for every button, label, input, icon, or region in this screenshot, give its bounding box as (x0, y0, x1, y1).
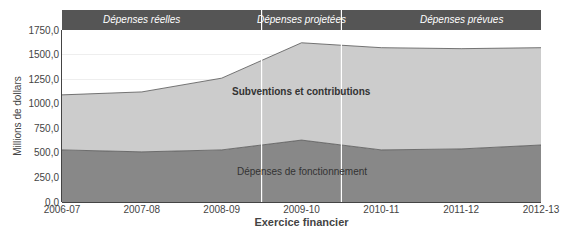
svg-text:Dépenses prévues: Dépenses prévues (420, 14, 503, 25)
svg-text:1500,0: 1500,0 (28, 49, 59, 60)
svg-text:Exercice financier: Exercice financier (254, 216, 349, 228)
svg-text:2010-11: 2010-11 (363, 204, 399, 215)
svg-text:2011-12: 2011-12 (443, 204, 479, 215)
svg-text:Dépenses projetées: Dépenses projetées (257, 14, 346, 25)
svg-text:0,0: 0,0 (45, 197, 59, 208)
svg-text:2007-08: 2007-08 (123, 204, 160, 215)
svg-text:Subventions et contributions: Subventions et contributions (232, 86, 371, 97)
svg-text:250,0: 250,0 (34, 172, 59, 183)
svg-text:Dépenses de fonctionnement: Dépenses de fonctionnement (237, 166, 367, 177)
svg-text:2008-09: 2008-09 (203, 204, 240, 215)
svg-text:2006-07: 2006-07 (44, 204, 81, 215)
svg-text:500,0: 500,0 (34, 147, 59, 158)
svg-text:1750,0: 1750,0 (28, 25, 59, 36)
svg-text:2012-13: 2012-13 (523, 204, 560, 215)
svg-text:1000,0: 1000,0 (28, 98, 59, 109)
svg-text:2009-10: 2009-10 (283, 204, 320, 215)
svg-text:Millions de dollars: Millions de dollars (12, 76, 23, 155)
svg-text:750,0: 750,0 (34, 123, 59, 134)
svg-text:1250,0: 1250,0 (28, 74, 59, 85)
svg-text:Dépenses réelles: Dépenses réelles (103, 14, 180, 25)
